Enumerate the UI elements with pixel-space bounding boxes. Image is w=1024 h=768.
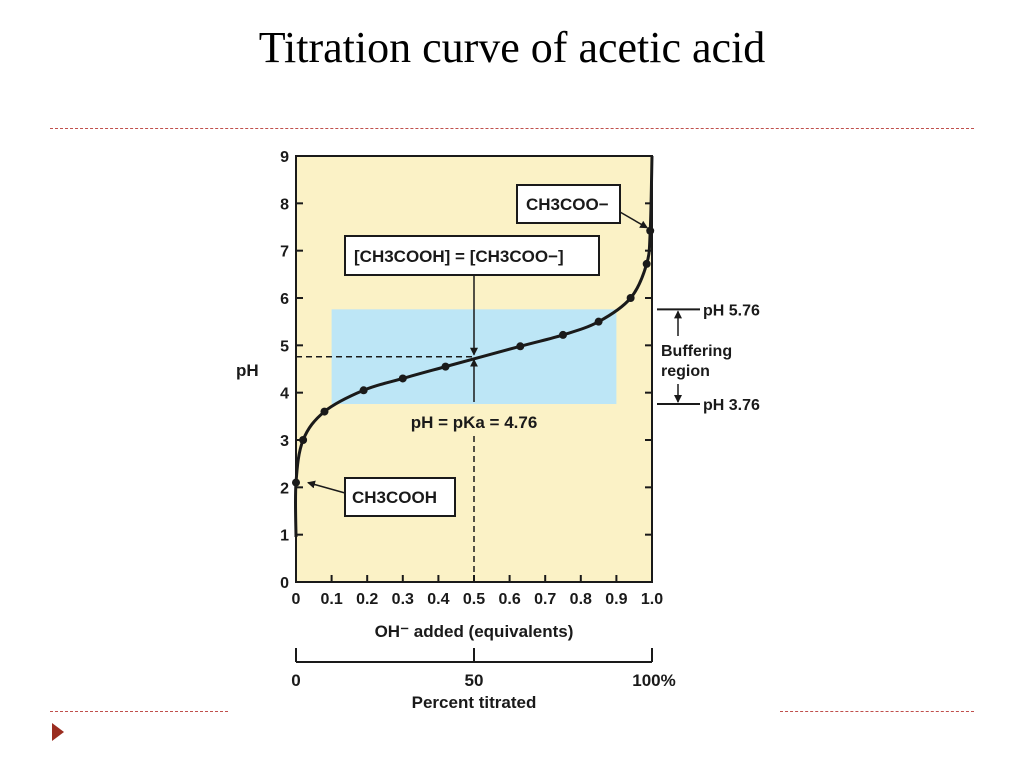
- y-tick-label: 3: [280, 433, 289, 450]
- annotation-equal-concentrations: [CH3COOH] = [CH3COO−]: [344, 235, 600, 276]
- x-axis-label: OH⁻ added (equivalents): [375, 622, 574, 641]
- y-axis-ticks: 0 1 2 3 4 5 6 7 8 9: [280, 149, 652, 592]
- x-tick-label: 0.3: [392, 591, 414, 608]
- annotation-acetate: CH3COO−: [516, 184, 649, 229]
- percent-axis-tick-label: 50: [465, 671, 484, 690]
- data-point: [398, 374, 407, 383]
- y-tick-label: 5: [280, 338, 289, 355]
- y-tick-label: 0: [280, 575, 289, 592]
- data-point: [441, 362, 450, 371]
- data-point: [359, 386, 368, 395]
- annotation-equal-concentrations-label: [CH3COOH] = [CH3COO−]: [354, 247, 564, 266]
- y-tick-label: 4: [280, 386, 289, 403]
- y-tick-label: 7: [280, 244, 289, 261]
- y-axis-label: pH: [236, 361, 259, 380]
- pka-label: pH = pKa = 4.76: [411, 413, 538, 432]
- buffering-region-label-line2: region: [661, 363, 710, 380]
- annotation-acetate-label: CH3COO−: [526, 195, 609, 214]
- x-tick-label: 0.5: [463, 591, 485, 608]
- x-tick-label: 0.4: [427, 591, 449, 608]
- data-point: [320, 407, 329, 416]
- annotation-acetic-acid-label: CH3COOH: [352, 488, 437, 507]
- x-axis-ticks: 0 0.1 0.2 0.3 0.4 0.5 0.6 0.7 0.8 0.9 1.0: [292, 575, 663, 608]
- top-divider: [50, 128, 974, 129]
- annotation-acetic-acid: CH3COOH: [307, 477, 456, 517]
- y-tick-label: 8: [280, 196, 289, 213]
- x-tick-label: 0.6: [498, 591, 520, 608]
- x-tick-label: 1.0: [641, 591, 663, 608]
- y-tick-label: 2: [280, 480, 289, 497]
- data-point: [646, 226, 655, 235]
- data-point: [642, 259, 651, 268]
- x-tick-label: 0: [292, 591, 301, 608]
- slide-bullet-icon: [52, 723, 64, 741]
- percent-titrated-label: Percent titrated: [412, 693, 537, 712]
- data-points: [292, 226, 655, 487]
- slide-title: Titration curve of acetic acid: [258, 23, 766, 72]
- percent-titrated-axis: 0 50 100%: [291, 648, 676, 690]
- buffering-region-bracket: [657, 308, 700, 406]
- x-tick-label: 0.8: [570, 591, 592, 608]
- data-point: [559, 330, 567, 339]
- y-tick-label: 1: [280, 528, 289, 545]
- data-point: [516, 342, 525, 351]
- midpoint-guides: [296, 275, 478, 582]
- y-tick-label: 6: [280, 291, 289, 308]
- percent-axis-tick-label: 0: [291, 671, 300, 690]
- buffer-upper-label: pH 5.76: [703, 302, 760, 319]
- bottom-left-divider: [50, 711, 228, 712]
- percent-axis-tick-label: 100%: [632, 671, 675, 690]
- y-tick-label: 9: [280, 149, 289, 166]
- x-tick-label: 0.9: [605, 591, 627, 608]
- data-point: [594, 317, 603, 326]
- buffering-region-label-line1: Buffering: [661, 343, 732, 360]
- bottom-right-divider: [780, 711, 974, 712]
- data-point: [626, 294, 635, 302]
- x-tick-label: 0.1: [320, 591, 342, 608]
- x-tick-label: 0.2: [356, 591, 378, 608]
- buffer-lower-label: pH 3.76: [703, 397, 760, 414]
- x-tick-label: 0.7: [534, 591, 556, 608]
- data-point: [299, 436, 308, 444]
